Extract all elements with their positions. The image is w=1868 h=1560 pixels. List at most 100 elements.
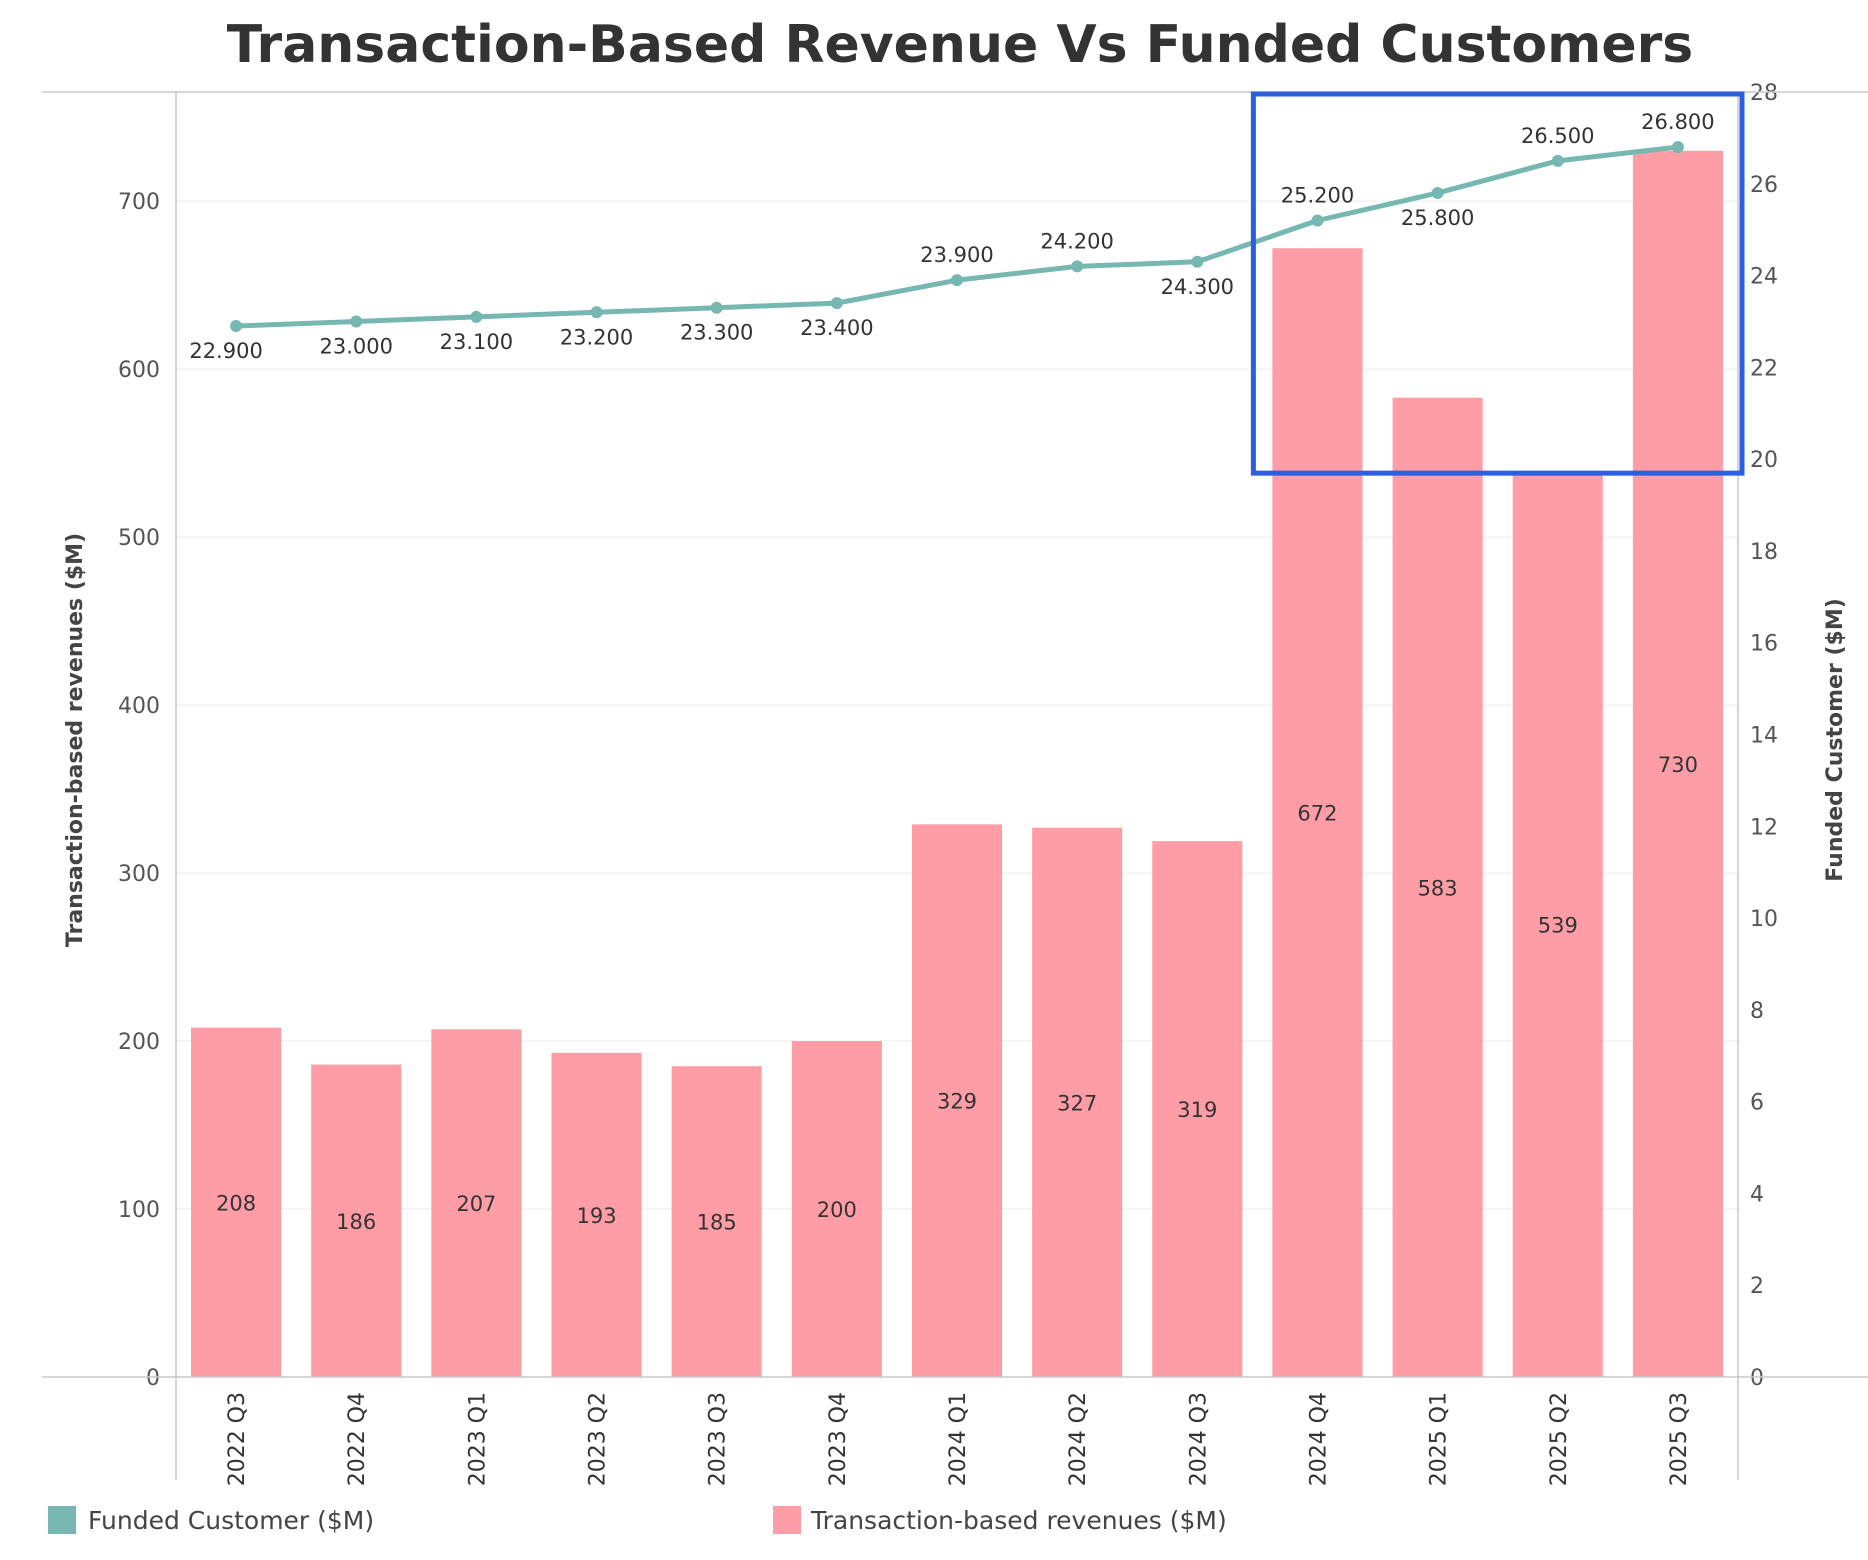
line-data-label: 24.200: [1040, 229, 1113, 253]
line-point[interactable]: [470, 310, 483, 323]
bar[interactable]: [1152, 841, 1243, 1377]
bar[interactable]: [1512, 471, 1603, 1377]
bar[interactable]: [1272, 248, 1363, 1377]
bar-series: [191, 150, 1723, 1378]
x-tick-label: 2022 Q3: [225, 1392, 250, 1486]
x-tick-label: 2024 Q4: [1306, 1392, 1331, 1486]
line-data-label: 23.200: [560, 325, 633, 349]
line-data-label: 25.800: [1401, 206, 1474, 230]
bar-data-label: 583: [1418, 876, 1458, 900]
bar[interactable]: [911, 824, 1003, 1377]
y2-tick-label: 4: [1750, 1182, 1764, 1207]
line-data-label: 23.000: [319, 334, 392, 358]
y-tick-label: 100: [118, 1198, 160, 1223]
bar-data-label: 185: [697, 1211, 737, 1235]
y-axis-title: Transaction-based revenues ($M): [63, 533, 88, 947]
bar-data-label: 539: [1538, 913, 1578, 937]
y-tick-label: 600: [118, 358, 160, 383]
y-tick-label: 0: [146, 1366, 160, 1391]
line-data-label: 23.300: [680, 321, 753, 345]
y2-tick-label: 2: [1750, 1274, 1764, 1299]
line-point[interactable]: [951, 274, 963, 287]
chart-title: Transaction-Based Revenue Vs Funded Cust…: [227, 15, 1693, 75]
highlight-box: [1250, 91, 1745, 476]
x-tick-label: 2025 Q3: [1667, 1392, 1692, 1486]
bar-data-label: 200: [817, 1198, 857, 1222]
legend-swatch-funded-customer: [48, 1506, 76, 1534]
bar-data-label: 730: [1658, 753, 1698, 777]
bar[interactable]: [1392, 397, 1483, 1378]
line-path: [235, 144, 1679, 329]
line-data-label: 24.300: [1161, 275, 1234, 299]
bar-data-label: 208: [216, 1191, 256, 1215]
line-point[interactable]: [350, 315, 363, 328]
y-tick-label: 500: [118, 526, 160, 551]
line-data-label: 23.400: [800, 316, 873, 340]
bar[interactable]: [551, 1052, 642, 1377]
line-point[interactable]: [830, 297, 843, 310]
bar[interactable]: [191, 1027, 282, 1377]
y2-tick-label: 6: [1750, 1091, 1764, 1116]
line-data-label: 23.100: [440, 330, 513, 354]
x-tick-label: 2024 Q1: [946, 1392, 971, 1486]
x-tick-label: 2022 Q4: [345, 1392, 370, 1486]
line-point[interactable]: [1671, 141, 1684, 154]
line-data-label: 26.500: [1521, 124, 1594, 148]
x-tick-label: 2023 Q2: [586, 1392, 611, 1486]
y2-tick-label: 16: [1750, 632, 1778, 657]
bar[interactable]: [791, 1041, 882, 1377]
data-labels: 208 186 207 193 185 200 329 327 319 672 583 539 730 2…: [189, 110, 1714, 1235]
y2-tick-label: 12: [1750, 815, 1778, 840]
bar-data-label: 207: [456, 1192, 496, 1216]
line-point[interactable]: [1071, 260, 1084, 273]
y2-tick-label: 20: [1750, 448, 1778, 473]
line-point[interactable]: [1431, 186, 1444, 199]
x-tick-label: 2023 Q4: [826, 1392, 851, 1486]
line-point[interactable]: [710, 301, 723, 314]
line-data-label: 26.800: [1641, 110, 1714, 134]
annotations: [1250, 91, 1745, 476]
line-point[interactable]: [1191, 255, 1204, 268]
line-series: [230, 141, 1684, 333]
y2-tick-label: 18: [1750, 540, 1778, 565]
bar[interactable]: [311, 1064, 402, 1377]
y2-tick-label: 28: [1750, 81, 1778, 106]
y2-tick-label: 26: [1750, 173, 1778, 198]
line-data-label: 23.900: [920, 243, 993, 267]
legend-swatch-transaction-revenues: [773, 1506, 801, 1534]
y2-tick-label: 8: [1750, 999, 1764, 1024]
x-tick-label: 2025 Q1: [1427, 1392, 1452, 1486]
bar-data-label: 319: [1177, 1098, 1217, 1122]
legend-label-funded-customer: Funded Customer ($M): [88, 1506, 374, 1535]
legend-label-transaction-revenues: Transaction-based revenues ($M): [810, 1506, 1227, 1535]
y2-tick-label: 24: [1750, 265, 1778, 290]
bar-data-label: 186: [336, 1210, 376, 1234]
x-tick-label: 2024 Q3: [1186, 1392, 1211, 1486]
y2-axis-title: Funded Customer ($M): [1823, 598, 1848, 882]
bar-data-label: 327: [1057, 1091, 1097, 1115]
line-point[interactable]: [1311, 214, 1324, 227]
line-point[interactable]: [1551, 154, 1564, 167]
bar[interactable]: [1632, 150, 1723, 1377]
y2-tick-label: 14: [1750, 724, 1778, 749]
bar[interactable]: [671, 1066, 762, 1377]
bar-data-label: 329: [937, 1090, 977, 1114]
bar-data-label: 193: [576, 1204, 616, 1228]
bar[interactable]: [431, 1029, 522, 1377]
y-tick-label: 700: [118, 190, 160, 215]
y2-tick-label: 10: [1750, 907, 1778, 932]
bar-data-label: 672: [1297, 802, 1337, 826]
legend: Funded Customer ($M) Transaction-based r…: [48, 1506, 1227, 1535]
y2-tick-label: 0: [1750, 1366, 1764, 1391]
axes: 0100200300400500600700024681012141618202…: [42, 81, 1868, 1486]
y-tick-label: 400: [118, 694, 160, 719]
line-point[interactable]: [230, 320, 243, 333]
line-data-label: 22.900: [189, 339, 262, 363]
y-tick-label: 200: [118, 1030, 160, 1055]
x-tick-label: 2025 Q2: [1547, 1392, 1572, 1486]
line-point[interactable]: [590, 306, 603, 319]
bar[interactable]: [1032, 827, 1123, 1377]
line-data-label: 25.200: [1281, 184, 1354, 208]
